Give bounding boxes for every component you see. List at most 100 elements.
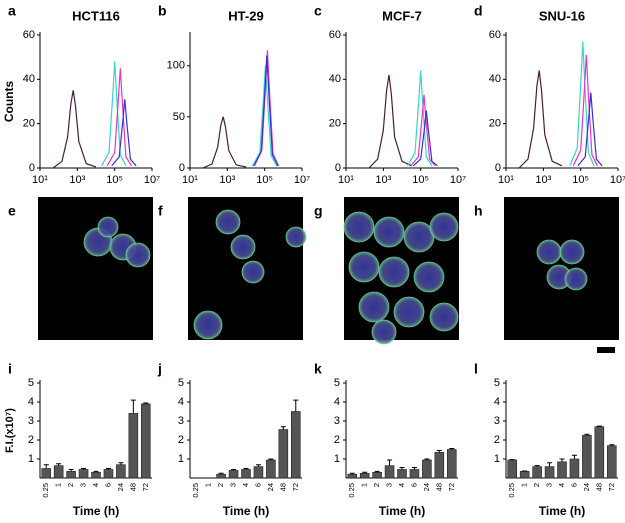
x-tick-label: 1 bbox=[520, 483, 529, 487]
panel-label: f bbox=[158, 203, 163, 219]
histogram-curve bbox=[577, 92, 603, 167]
y-tick-label: 5 bbox=[334, 377, 340, 389]
bar bbox=[116, 464, 126, 479]
bar bbox=[532, 466, 542, 479]
error-bar bbox=[534, 465, 540, 467]
y-axis-label: F.I.(x10⁷) bbox=[4, 408, 16, 453]
x-tick-label: 10¹ bbox=[498, 174, 514, 186]
error-bar bbox=[243, 468, 249, 470]
x-tick-label: 10⁷ bbox=[144, 174, 160, 186]
error-bar bbox=[130, 399, 136, 414]
y-tick-label: 2 bbox=[28, 434, 34, 446]
error-bar bbox=[218, 472, 224, 475]
bar bbox=[216, 473, 226, 479]
cell bbox=[241, 260, 265, 284]
error-bar bbox=[559, 458, 565, 462]
bar bbox=[290, 411, 301, 479]
error-bar bbox=[411, 467, 417, 470]
x-tick-label: 3 bbox=[79, 483, 88, 487]
error-bar bbox=[93, 470, 99, 473]
x-tick-label: 72 bbox=[141, 483, 150, 491]
cell bbox=[343, 211, 375, 243]
x-tick-label: 2 bbox=[532, 483, 541, 487]
x-tick-label: 10¹ bbox=[338, 174, 354, 186]
x-tick-label: 72 bbox=[447, 483, 456, 491]
panel-label: l bbox=[474, 361, 478, 377]
error-bar bbox=[280, 426, 286, 430]
cell bbox=[393, 296, 425, 328]
x-tick-label: 10³ bbox=[535, 174, 551, 186]
y-tick-label: 20 bbox=[489, 118, 501, 130]
error-bar bbox=[118, 462, 124, 465]
error-bar bbox=[43, 464, 49, 469]
y-tick-label: 2 bbox=[494, 434, 500, 446]
cell bbox=[371, 319, 397, 345]
bar bbox=[582, 434, 592, 479]
bar bbox=[519, 471, 530, 479]
y-tick-label: 2 bbox=[334, 434, 340, 446]
cell bbox=[378, 256, 410, 288]
error-bar bbox=[609, 444, 615, 446]
panel-title: HT-29 bbox=[228, 8, 263, 23]
x-tick-label: 4 bbox=[241, 483, 250, 487]
bar bbox=[434, 452, 445, 479]
x-tick-label: 4 bbox=[91, 483, 100, 487]
error-bar bbox=[268, 458, 274, 460]
y-tick-label: 1 bbox=[494, 453, 500, 465]
error-bar bbox=[436, 449, 442, 453]
error-bar bbox=[81, 468, 87, 470]
x-tick-label: 3 bbox=[545, 483, 554, 487]
histogram-curve bbox=[410, 94, 436, 167]
error-bar bbox=[547, 462, 553, 467]
y-tick-label: 3 bbox=[178, 415, 184, 427]
y-tick-label: 5 bbox=[28, 377, 34, 389]
y-tick-label: 60 bbox=[489, 29, 501, 41]
micrograph bbox=[38, 197, 153, 340]
cell bbox=[193, 310, 223, 340]
x-tick-label: 10⁷ bbox=[294, 174, 310, 186]
x-tick-label: 10³ bbox=[375, 174, 391, 186]
y-tick-label: 3 bbox=[334, 415, 340, 427]
panel-label: j bbox=[157, 361, 162, 377]
x-tick-label: 24 bbox=[582, 483, 591, 491]
x-tick-label: 72 bbox=[291, 483, 300, 491]
histogram-curve bbox=[407, 70, 433, 167]
cell bbox=[285, 226, 307, 248]
bar bbox=[397, 469, 407, 479]
y-tick-label: 4 bbox=[178, 396, 184, 408]
x-tick-label: 0.25 bbox=[41, 483, 50, 498]
x-tick-label: 0.25 bbox=[191, 483, 200, 498]
bar bbox=[606, 445, 617, 479]
bar bbox=[91, 471, 101, 479]
y-axis-label: Counts bbox=[2, 81, 16, 123]
micrograph bbox=[188, 197, 307, 340]
cell bbox=[429, 302, 459, 332]
error-bar bbox=[571, 454, 577, 459]
cell bbox=[559, 239, 585, 265]
x-tick-label: 2 bbox=[216, 483, 225, 487]
bar bbox=[266, 459, 276, 479]
x-tick-label: 24 bbox=[422, 483, 431, 491]
y-tick-label: 4 bbox=[28, 396, 34, 408]
x-tick-label: 10⁵ bbox=[256, 174, 273, 186]
bar bbox=[241, 469, 251, 479]
error-bar bbox=[56, 463, 62, 466]
x-tick-label: 0.25 bbox=[507, 483, 516, 498]
x-axis-label: Time (h) bbox=[539, 504, 585, 518]
y-tick-label: 40 bbox=[329, 73, 341, 85]
histogram-curve bbox=[251, 65, 278, 167]
y-tick-label: 20 bbox=[329, 118, 341, 130]
x-tick-label: 6 bbox=[569, 483, 578, 487]
x-tick-label: 10⁷ bbox=[610, 174, 625, 186]
cell bbox=[230, 234, 256, 260]
y-tick-label: 0 bbox=[29, 162, 35, 174]
y-tick-label: 3 bbox=[28, 415, 34, 427]
bar bbox=[41, 468, 52, 479]
panel-label: a bbox=[8, 3, 16, 19]
x-tick-label: 72 bbox=[607, 483, 616, 491]
panel-label: k bbox=[314, 361, 322, 377]
y-tick-label: 2 bbox=[178, 434, 184, 446]
bar bbox=[228, 470, 239, 479]
y-tick-label: 0 bbox=[495, 162, 501, 174]
y-tick-label: 100 bbox=[167, 60, 185, 72]
